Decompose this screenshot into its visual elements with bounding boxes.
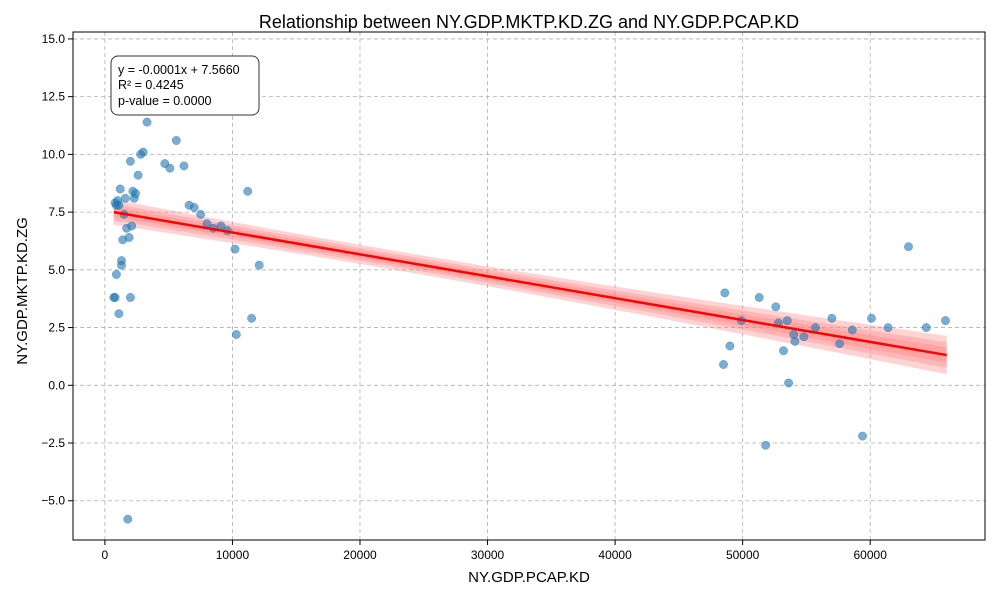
confidence-band: [113, 199, 947, 375]
x-tick-label: 40000: [598, 548, 632, 562]
data-point: [165, 163, 175, 173]
y-axis-ticks: −5.0 −2.5 0.0 2.5 5.0 7.5 10.0 12.5 15.0: [41, 32, 73, 508]
data-point: [123, 514, 133, 524]
data-point: [883, 323, 893, 333]
annotation-frame: [110, 55, 260, 116]
data-point: [231, 330, 241, 339]
data-point: [810, 323, 820, 333]
data-point: [125, 156, 135, 166]
data-point: [782, 316, 792, 326]
y-tick-label: 2.5: [48, 321, 65, 335]
data-point: [115, 184, 125, 194]
confidence-band: [113, 203, 947, 368]
x-tick-label: 60000: [854, 548, 888, 562]
y-tick-label: −5.0: [41, 494, 65, 508]
data-point: [761, 440, 771, 450]
data-point: [858, 431, 867, 441]
data-point: [196, 209, 206, 219]
data-point: [114, 200, 124, 210]
data-point: [142, 117, 152, 127]
x-tick-label: 30000: [471, 548, 505, 562]
data-point: [243, 186, 253, 196]
data-point: [127, 221, 137, 231]
data-point: [114, 309, 124, 319]
annotation-r-squared: R² = 0.4245: [118, 78, 184, 92]
data-point: [867, 313, 876, 323]
data-point: [171, 136, 181, 145]
data-point: [230, 244, 240, 254]
x-tick-label: 0: [102, 548, 109, 562]
y-tick-label: 0.0: [48, 378, 65, 392]
chart-title: Relationship between NY.GDP.MKTP.KD.ZG a…: [259, 12, 799, 32]
data-point: [111, 270, 121, 279]
data-point: [941, 316, 950, 326]
data-point: [835, 339, 845, 349]
data-point: [131, 189, 140, 199]
data-point: [847, 325, 857, 335]
annotation-p-value: p-value = 0.0000: [118, 94, 212, 108]
data-point: [720, 288, 730, 298]
data-point: [117, 256, 126, 266]
data-point: [771, 302, 781, 312]
plot-frame: [72, 31, 986, 541]
data-points: [109, 117, 950, 524]
data-point: [110, 293, 120, 302]
x-axis-ticks: 0 10000 20000 30000 40000 50000 60000: [102, 540, 888, 562]
data-point: [254, 260, 264, 270]
data-point: [725, 341, 735, 351]
data-point: [138, 147, 148, 157]
data-point: [133, 170, 143, 180]
x-tick-label: 50000: [726, 548, 760, 562]
y-tick-label: −2.5: [41, 436, 65, 450]
data-point: [125, 293, 135, 302]
regression-line: [113, 210, 947, 357]
data-point: [799, 332, 809, 342]
y-tick-label: 10.0: [42, 147, 66, 161]
data-point: [124, 233, 134, 242]
grid: [73, 32, 985, 540]
data-point: [904, 242, 913, 252]
data-point: [921, 323, 931, 333]
y-axis-title: NY.GDP.MKTP.KD.ZG: [14, 217, 31, 365]
data-point: [784, 378, 794, 388]
data-point: [189, 203, 199, 212]
annotation-box: y = -0.0001x + 7.5660 R² = 0.4245 p-valu…: [110, 55, 260, 116]
annotation-equation: y = -0.0001x + 7.5660: [118, 63, 240, 77]
y-tick-label: 7.5: [48, 205, 65, 219]
x-axis-title: NY.GDP.PCAP.KD: [468, 569, 590, 586]
data-point: [827, 313, 837, 323]
y-tick-label: 5.0: [48, 263, 65, 277]
data-point: [779, 346, 788, 356]
y-tick-label: 12.5: [42, 90, 66, 104]
y-tick-label: 15.0: [42, 32, 66, 46]
data-point: [120, 193, 130, 203]
x-tick-label: 10000: [216, 548, 250, 562]
data-point: [719, 360, 728, 369]
plot-area: [73, 32, 985, 540]
data-point: [179, 161, 189, 171]
regression-line-group: [113, 210, 947, 357]
data-point: [754, 293, 764, 302]
data-point: [247, 313, 257, 323]
data-point: [790, 336, 800, 346]
x-tick-label: 20000: [343, 548, 377, 562]
